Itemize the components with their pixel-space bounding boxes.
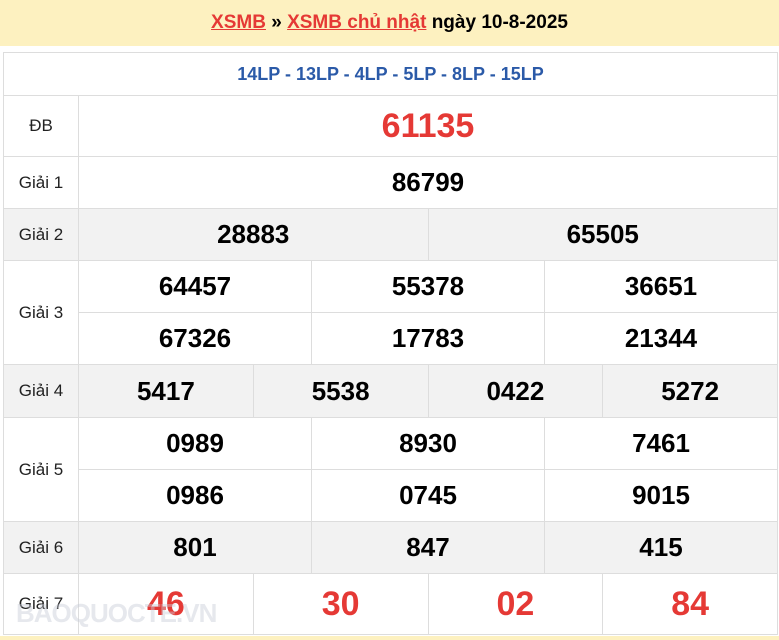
xsmb-link[interactable]: XSMB (211, 12, 266, 33)
results-table: 14LP - 13LP - 4LP - 5LP - 8LP - 15LP ĐB 6… (3, 52, 778, 635)
prize-label: Giải 3 (3, 260, 79, 365)
prize-label: Giải 7 (3, 573, 79, 635)
prize-number: 30 (252, 573, 429, 635)
prize-label: ĐB (3, 95, 79, 157)
prize-number: 0986 (78, 469, 312, 522)
prize-number: 9015 (544, 469, 778, 522)
prize-number: 36651 (544, 260, 778, 313)
prize-number: 64457 (78, 260, 312, 313)
prize-number: 415 (544, 521, 778, 574)
prize-number: 86799 (78, 156, 778, 209)
special-prize-number: 61135 (78, 95, 778, 157)
prize-number: 84 (602, 573, 778, 635)
prize-label: Giải 1 (3, 156, 79, 209)
prize-number: 0422 (427, 364, 604, 418)
prize-label: Giải 6 (3, 521, 79, 574)
prize-number: 0745 (311, 469, 545, 522)
prize-label: Giải 2 (3, 208, 79, 261)
prize-number: 0989 (78, 417, 312, 470)
prize-number: 67326 (78, 312, 312, 365)
xsmb-sunday-link[interactable]: XSMB chủ nhật (287, 12, 427, 33)
prize-number: 02 (427, 573, 604, 635)
lottery-codes: 14LP - 13LP - 4LP - 5LP - 8LP - 15LP (3, 52, 778, 96)
prize-label: Giải 4 (3, 364, 79, 418)
footer-strip (0, 636, 779, 640)
date-text: ngày 10-8-2025 (426, 12, 568, 33)
page-header: XSMB » XSMB chủ nhật ngày 10-8-2025 (0, 0, 779, 46)
prize-number: 5417 (78, 364, 254, 418)
prize-label: Giải 5 (3, 417, 79, 522)
separator: » (265, 12, 288, 33)
prize-number: 5272 (602, 364, 778, 418)
prize-number: 801 (78, 521, 312, 574)
prize-number: 5538 (252, 364, 429, 418)
prize-number: 847 (311, 521, 545, 574)
prize-number: 55378 (311, 260, 545, 313)
prize-number: 21344 (544, 312, 778, 365)
prize-number: 28883 (78, 208, 429, 261)
prize-number: 17783 (311, 312, 545, 365)
prize-number: 65505 (427, 208, 778, 261)
prize-number: 46 (78, 573, 254, 635)
prize-number: 8930 (311, 417, 545, 470)
prize-number: 7461 (544, 417, 778, 470)
